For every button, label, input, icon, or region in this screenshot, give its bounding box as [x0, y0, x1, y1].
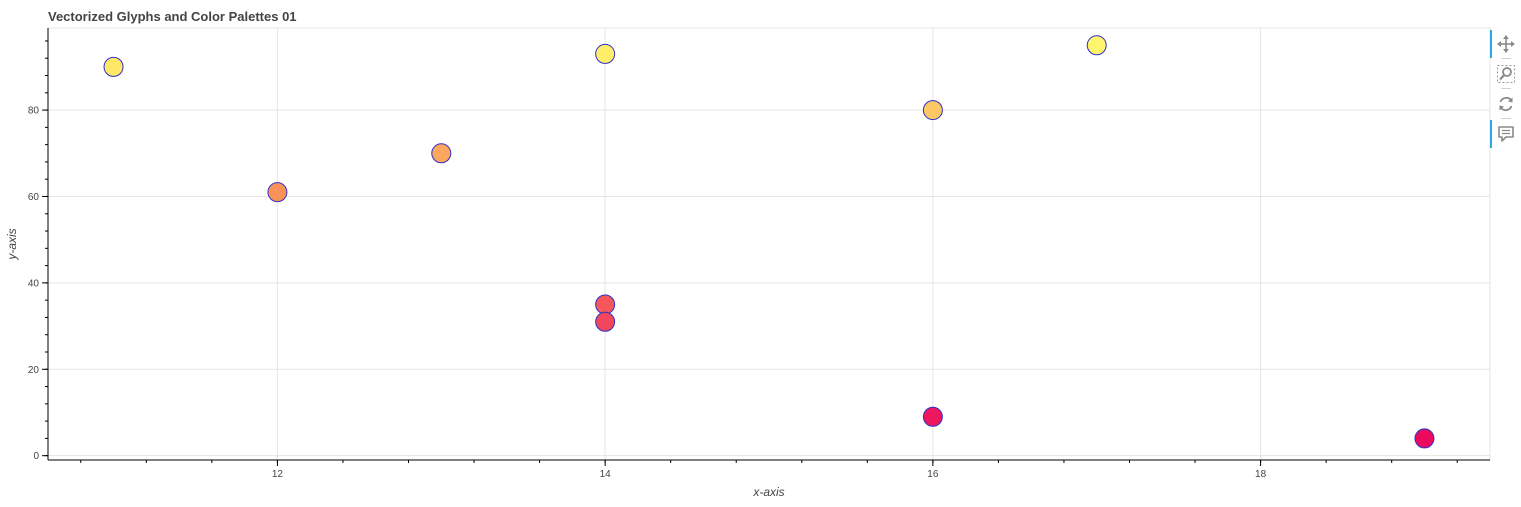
scatter-point [267, 182, 288, 203]
y-axis-label: y-axis [5, 228, 19, 260]
axes: 12 14 16 18 0 20 40 60 80 [28, 28, 1490, 480]
hover-tool[interactable] [1490, 120, 1516, 148]
x-tick-label: 14 [600, 469, 612, 480]
y-tick-label: 60 [28, 192, 40, 203]
scatter-point [431, 143, 452, 164]
y-tick-label: 0 [33, 451, 39, 462]
pan-icon [1497, 35, 1515, 53]
hover-icon [1498, 126, 1514, 142]
grid-lines [48, 28, 1490, 460]
x-tick-label: 12 [272, 469, 284, 480]
chart-toolbar [1490, 28, 1521, 158]
scatter-point [595, 294, 616, 315]
scatter-point [1086, 35, 1107, 56]
reset-icon [1499, 96, 1513, 112]
toolbar-separator [1501, 58, 1511, 59]
y-tick-label: 20 [28, 365, 40, 376]
y-tick-label: 40 [28, 278, 40, 289]
scatter-point [103, 56, 124, 77]
scatter-point [922, 100, 943, 121]
scatter-point [922, 406, 943, 427]
scatter-point [595, 311, 616, 332]
toolbar-separator [1501, 118, 1511, 119]
scatter-point [1414, 428, 1435, 449]
plot-frame [47, 27, 1491, 461]
x-tick-label: 18 [1255, 469, 1267, 480]
reset-tool[interactable] [1496, 94, 1516, 114]
x-axis-label: x-axis [752, 485, 784, 499]
x-tick-label: 16 [927, 469, 939, 480]
box-zoom-tool[interactable] [1496, 64, 1516, 84]
data-points [103, 35, 1435, 449]
y-tick-label: 80 [28, 106, 40, 117]
toolbar-separator [1501, 88, 1511, 89]
pan-tool[interactable] [1490, 30, 1516, 58]
scatter-point [595, 43, 616, 64]
chart-title: Vectorized Glyphs and Color Palettes 01 [48, 9, 297, 24]
box-zoom-icon [1497, 65, 1515, 83]
